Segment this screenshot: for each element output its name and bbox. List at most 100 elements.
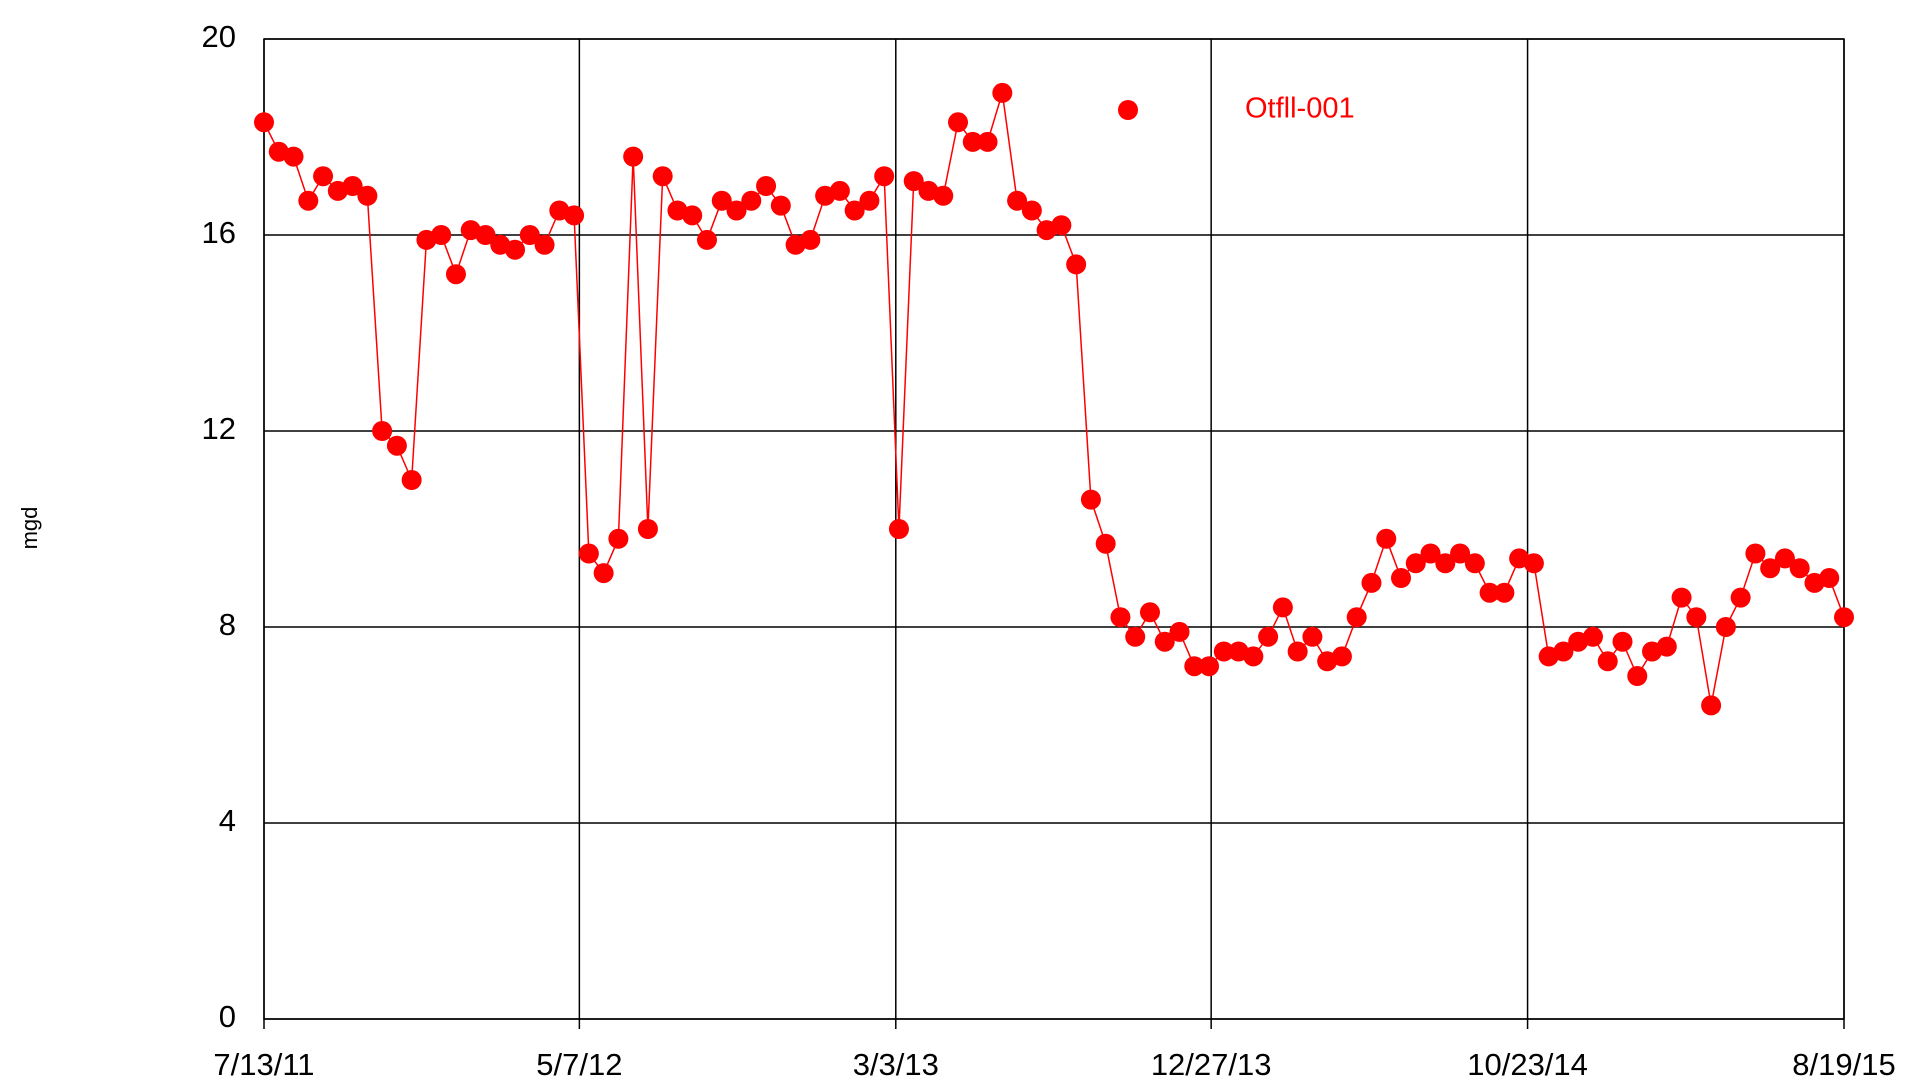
data-point xyxy=(933,185,954,206)
data-point xyxy=(1789,558,1810,579)
data-point xyxy=(475,225,496,245)
x-tick-label: 7/13/11 xyxy=(213,1047,314,1082)
y-tick-label: 12 xyxy=(202,411,236,446)
data-point xyxy=(1656,636,1677,657)
data-point xyxy=(874,166,895,187)
data-point xyxy=(1774,548,1795,569)
legend-label: Otfll-001 xyxy=(1245,93,1355,125)
data-point xyxy=(696,229,717,250)
data-point xyxy=(519,225,540,245)
data-point xyxy=(1199,656,1220,677)
data-point xyxy=(1494,582,1515,603)
data-point xyxy=(593,563,614,584)
data-point xyxy=(1819,568,1840,588)
data-point xyxy=(1730,587,1751,608)
data-point xyxy=(1627,666,1648,686)
data-point xyxy=(623,146,644,167)
data-point xyxy=(1184,656,1205,677)
data-point xyxy=(283,146,304,167)
data-point xyxy=(1391,568,1412,588)
data-point xyxy=(313,166,334,187)
data-point xyxy=(1701,695,1722,716)
data-point xyxy=(1435,553,1456,574)
data-point xyxy=(770,195,791,216)
data-point xyxy=(1243,646,1264,667)
data-point xyxy=(445,264,466,285)
data-point xyxy=(1139,602,1160,623)
y-tick-label: 0 xyxy=(219,999,236,1034)
data-point xyxy=(1213,641,1234,662)
data-point xyxy=(1066,254,1087,275)
data-point xyxy=(1021,200,1042,221)
data-point xyxy=(1361,572,1382,593)
data-point xyxy=(564,205,585,226)
data-point xyxy=(1051,215,1072,236)
data-point xyxy=(1376,528,1397,549)
data-point xyxy=(357,185,378,206)
data-point xyxy=(1331,646,1352,667)
x-tick-label: 3/3/13 xyxy=(853,1047,939,1082)
data-point xyxy=(1125,626,1146,647)
data-point xyxy=(401,470,422,490)
y-tick-label: 4 xyxy=(219,803,236,838)
data-point xyxy=(652,166,673,187)
data-line xyxy=(263,92,1845,706)
data-point xyxy=(844,200,865,221)
data-point xyxy=(1686,607,1707,628)
data-point xyxy=(726,200,747,221)
data-point xyxy=(372,421,393,441)
data-point xyxy=(948,112,969,133)
x-tick-label: 5/7/12 xyxy=(536,1047,622,1082)
data-point xyxy=(1169,621,1190,642)
data-point xyxy=(1834,607,1854,628)
data-point xyxy=(1287,641,1308,662)
data-point xyxy=(711,190,732,211)
legend-marker xyxy=(1118,100,1138,120)
data-point xyxy=(298,190,319,211)
data-point xyxy=(888,519,909,539)
data-point xyxy=(608,528,629,549)
x-tick-label: 10/23/14 xyxy=(1467,1047,1588,1082)
data-point xyxy=(1479,582,1500,603)
data-point xyxy=(1523,553,1544,574)
x-tick-label: 12/27/13 xyxy=(1151,1047,1272,1082)
data-point xyxy=(1597,651,1618,672)
data-point xyxy=(1258,626,1279,647)
data-point xyxy=(505,239,526,260)
data-point xyxy=(1553,641,1574,662)
data-point xyxy=(800,229,821,250)
data-point xyxy=(1745,543,1766,564)
data-point xyxy=(1272,597,1293,618)
y-axis-label: mgd xyxy=(17,507,42,550)
data-point xyxy=(1612,631,1633,652)
data-point xyxy=(254,112,274,133)
data-point xyxy=(1007,190,1028,211)
data-point xyxy=(1582,626,1603,647)
data-point xyxy=(903,171,924,192)
data-point xyxy=(682,205,703,226)
y-tick-label: 16 xyxy=(202,215,236,250)
y-tick-label: 20 xyxy=(202,19,236,54)
data-point xyxy=(431,225,452,245)
data-point xyxy=(534,234,555,255)
data-point xyxy=(1420,543,1441,564)
data-point xyxy=(1080,489,1101,510)
y-tick-label: 8 xyxy=(219,607,236,642)
data-point xyxy=(386,435,407,456)
data-point xyxy=(1095,533,1116,554)
data-point xyxy=(756,176,777,196)
data-point xyxy=(342,176,363,196)
data-point xyxy=(859,190,880,211)
data-point xyxy=(1405,553,1426,574)
data-point xyxy=(1450,543,1471,564)
data-point xyxy=(578,543,599,564)
data-point xyxy=(1302,626,1323,647)
data-point xyxy=(977,131,998,152)
x-tick-label: 8/19/15 xyxy=(1792,1047,1895,1082)
data-point xyxy=(1110,607,1131,628)
data-point xyxy=(992,82,1013,103)
data-point xyxy=(1464,553,1485,574)
data-point xyxy=(637,519,658,539)
data-point xyxy=(1715,617,1736,637)
